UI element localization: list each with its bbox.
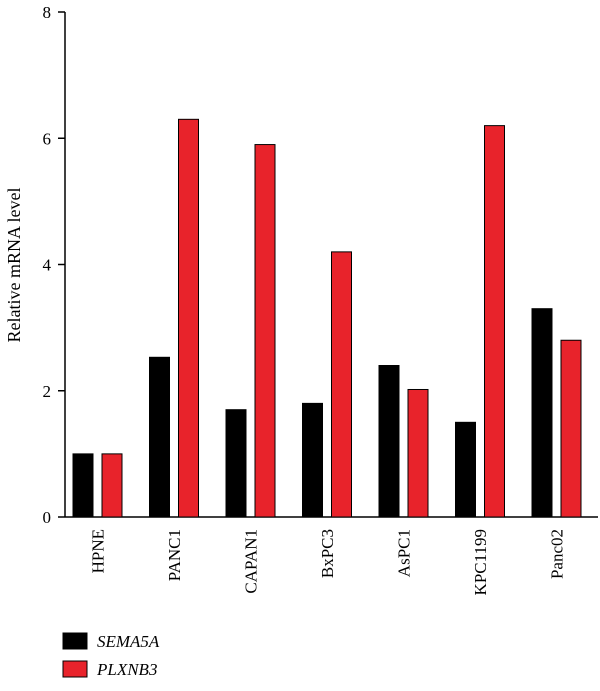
x-category-label: PANC1 <box>165 529 184 581</box>
bar-plxnb3-hpne <box>101 453 123 518</box>
y-tick-label: 4 <box>43 256 52 275</box>
bar-plxnb3-kpc1199 <box>484 125 505 518</box>
y-tick-label: 6 <box>43 129 52 148</box>
y-tick-label: 2 <box>43 382 52 401</box>
bars <box>72 118 582 518</box>
legend-label-plxnb3: PLXNB3 <box>96 660 157 679</box>
bar-plxnb3-bxpc3 <box>331 251 352 518</box>
y-ticks: 0 2 4 6 8 <box>43 3 65 527</box>
x-category-label: BxPC3 <box>318 529 337 578</box>
x-category-labels: HPNE PANC1 CAPAN1 BxPC3 AsPC1 KPC1199 Panc02 <box>89 529 567 595</box>
bar-plxnb3-aspc1 <box>407 388 429 518</box>
bar-sema5a-aspc1 <box>378 365 400 518</box>
x-category-label: Panc02 <box>548 529 567 579</box>
legend-label-sema5a: SEMA5A <box>97 632 160 651</box>
bar-sema5a-capan1 <box>225 409 247 518</box>
bar-sema5a-kpc1199 <box>455 421 476 518</box>
bar-sema5a-panc1 <box>149 356 170 518</box>
bar-sema5a-panc02 <box>531 308 553 518</box>
x-category-label: CAPAN1 <box>242 529 261 594</box>
bar-sema5a-hpne <box>72 453 94 518</box>
y-tick-label: 0 <box>43 508 52 527</box>
x-category-label: KPC1199 <box>471 529 490 595</box>
y-axis-title: Relative mRNA level <box>4 188 24 343</box>
legend: SEMA5A PLXNB3 <box>62 632 160 679</box>
bar-plxnb3-panc02 <box>560 339 582 518</box>
bar-plxnb3-panc1 <box>178 118 199 518</box>
legend-swatch-plxnb3 <box>62 660 88 678</box>
y-tick-label: 8 <box>43 3 52 22</box>
bar-plxnb3-capan1 <box>254 144 276 518</box>
legend-swatch-sema5a <box>62 632 88 650</box>
x-category-label: HPNE <box>89 529 108 573</box>
x-category-label: AsPC1 <box>395 529 414 577</box>
bar-sema5a-bxpc3 <box>302 402 323 518</box>
